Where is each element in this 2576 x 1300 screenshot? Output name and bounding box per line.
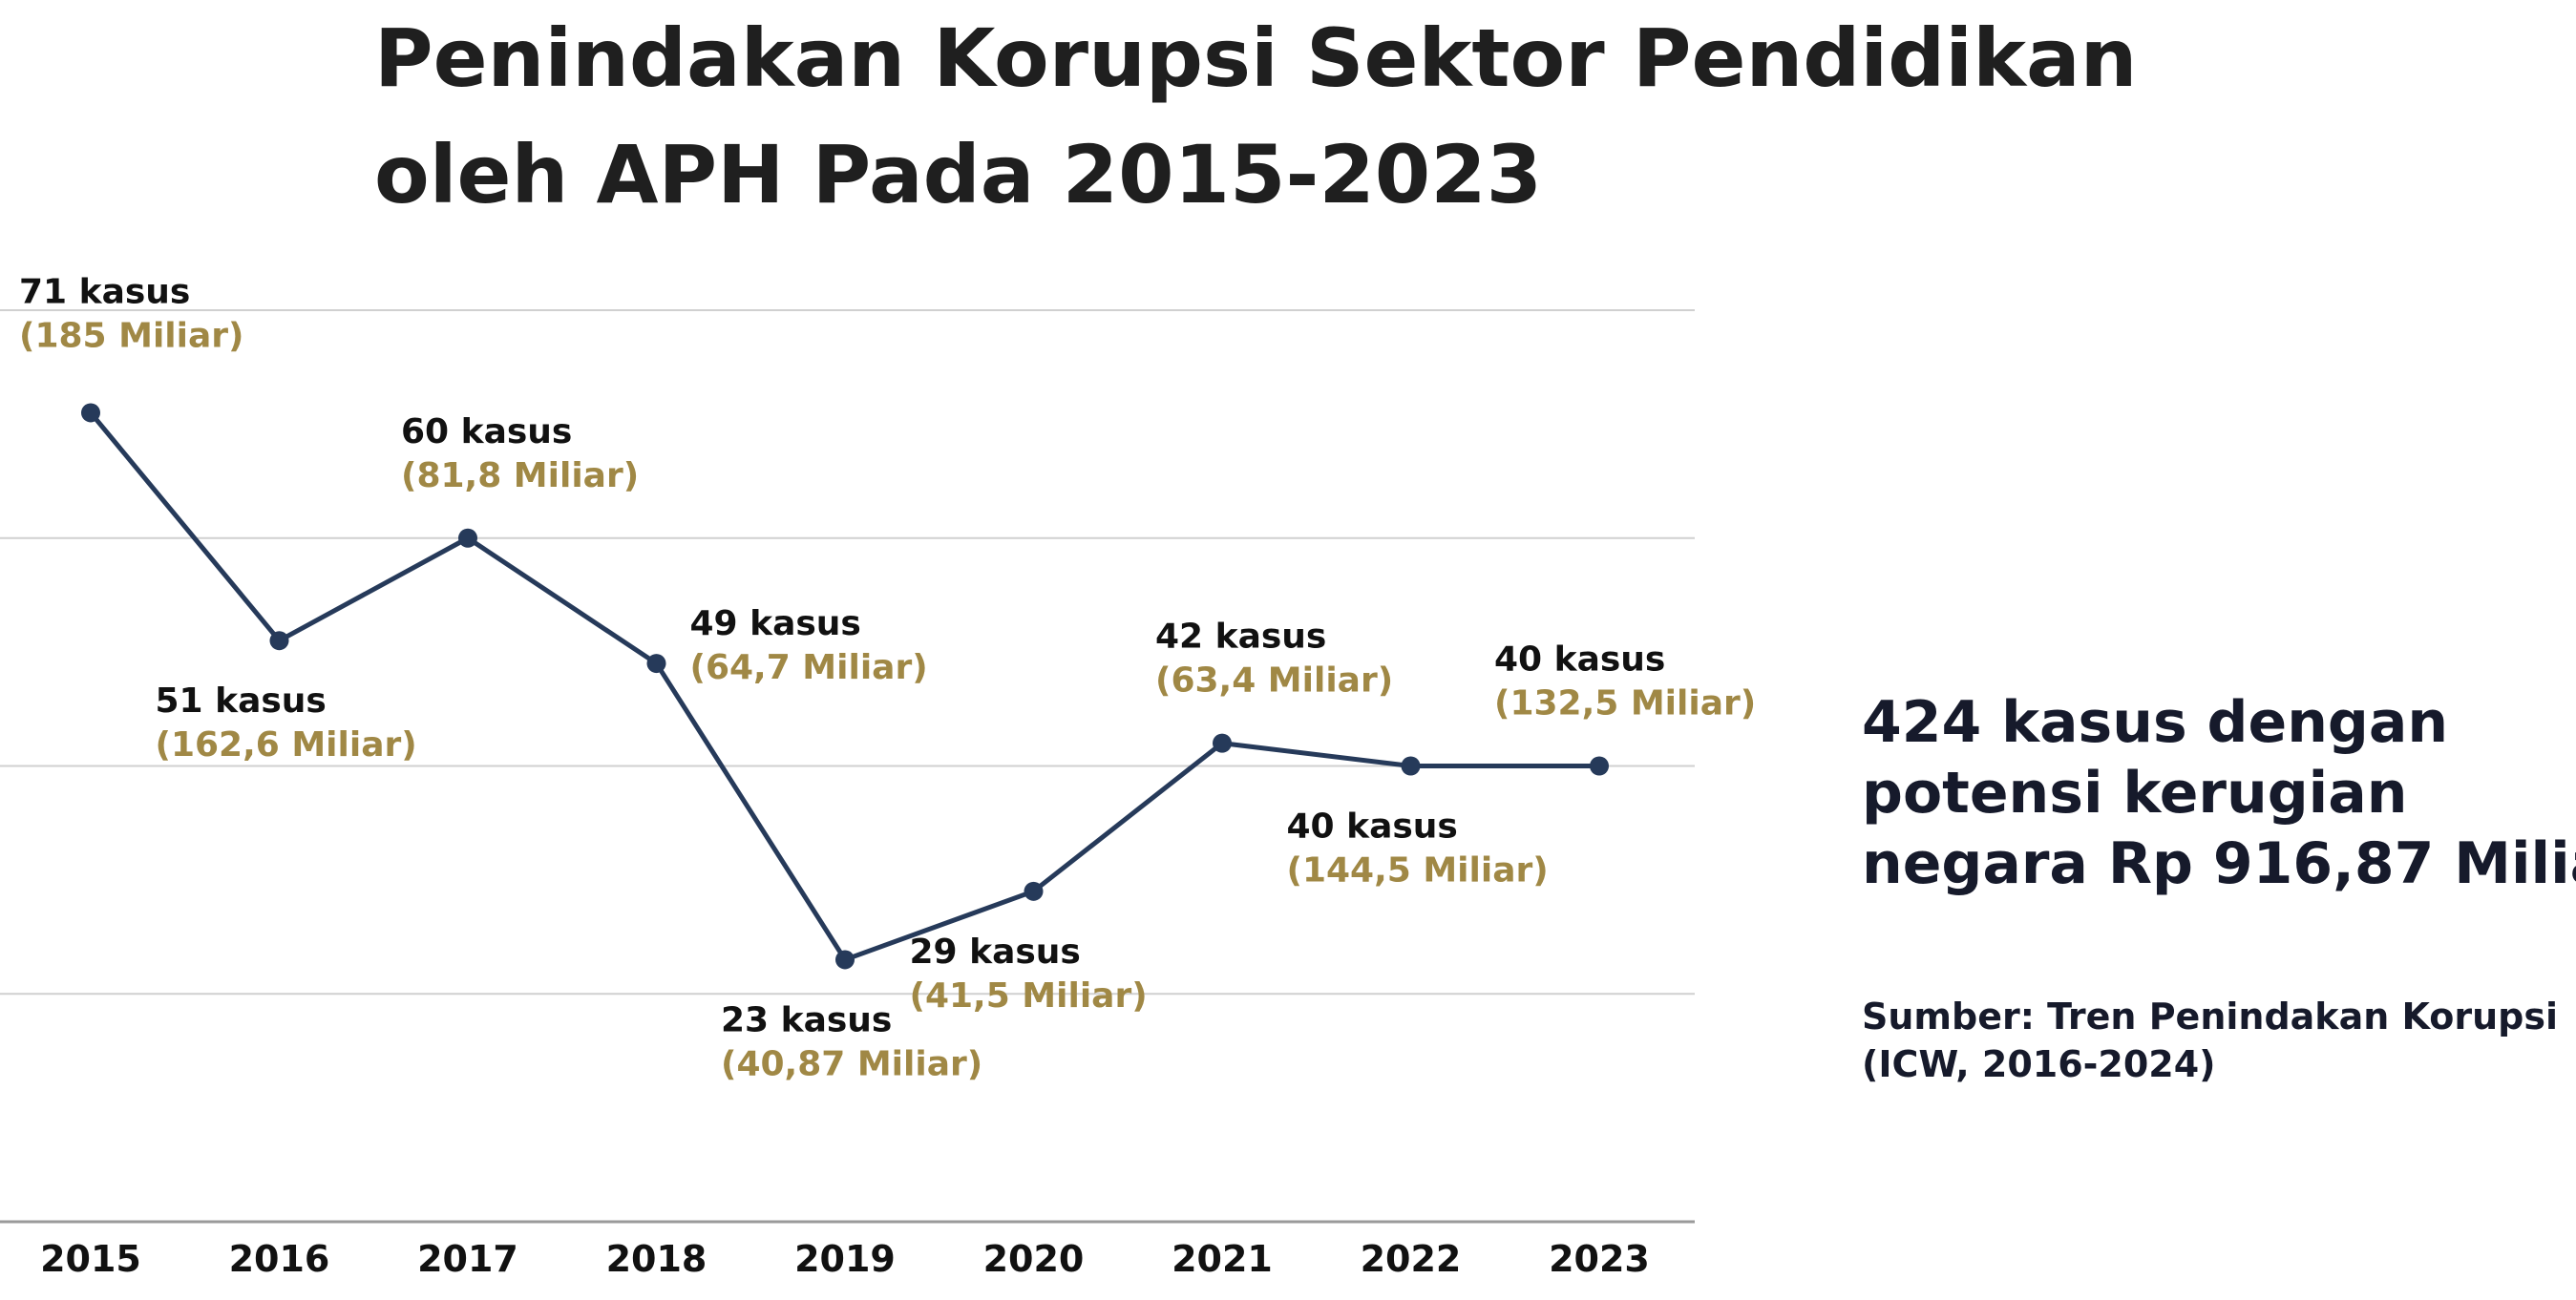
data-point-2019	[835, 950, 855, 970]
x-tick-2017: 2017	[417, 1238, 518, 1280]
summary-block: 424 kasus dengan potensi kerugian negara…	[1862, 687, 2576, 899]
source-line-1: Sumber: Tren Penindakan Korupsi	[1862, 996, 2559, 1038]
x-tick-2021: 2021	[1172, 1238, 1273, 1280]
data-label-miliar-2021: (63,4 Miliar)	[1155, 661, 1393, 701]
data-label-miliar-2016: (162,6 Miliar)	[156, 725, 417, 765]
data-label-kasus-2018: 49 kasus	[690, 604, 861, 643]
data-point-2017	[458, 528, 477, 548]
x-tick-2018: 2018	[606, 1238, 707, 1280]
data-labels: 71 kasus (185 Miliar) 51 kasus(162,6 Milia…	[19, 272, 1756, 1083]
summary-line-2: potensi kerugian	[1862, 760, 2408, 827]
data-label-miliar-2017: (81,8 Miliar)	[401, 456, 639, 495]
chart-title-line-1: Penindakan Korupsi Sektor Pendidikan	[374, 11, 2137, 105]
data-label-kasus-2017: 60 kasus	[401, 412, 572, 451]
data-label-kasus-2022: 40 kasus	[1287, 807, 1458, 847]
data-label-miliar-2020: (41,5 Miliar)	[910, 976, 1148, 1016]
data-label-miliar-2022: (144,5 Miliar)	[1287, 851, 1549, 891]
gridlines	[0, 309, 1695, 1224]
data-label-kasus-2020: 29 kasus	[910, 933, 1081, 972]
data-point-2022	[1401, 756, 1421, 776]
x-tick-2020: 2020	[983, 1238, 1085, 1280]
data-point-2016	[269, 631, 289, 651]
x-tick-2015: 2015	[40, 1238, 141, 1280]
summary-line-1: 424 kasus dengan	[1862, 689, 2449, 756]
chart-title-line-2: oleh APH Pada 2015-2023	[374, 128, 1542, 221]
data-label-kasus-2015: 71 kasus	[19, 272, 190, 311]
data-label-kasus-2021: 42 kasus	[1155, 618, 1326, 657]
data-label-miliar-2023: (132,5 Miliar)	[1494, 684, 1756, 723]
data-point-2018	[646, 654, 666, 674]
data-label-miliar-2019: (40,87 Miliar)	[721, 1044, 982, 1083]
data-label-kasus-2019: 23 kasus	[721, 1000, 892, 1039]
data-point-2021	[1213, 733, 1232, 753]
x-tick-2016: 2016	[229, 1238, 330, 1280]
x-tick-2022: 2022	[1361, 1238, 1462, 1280]
data-label-miliar-2018: (64,7 Miliar)	[690, 648, 928, 687]
source-note: Sumber: Tren Penindakan Korupsi (ICW, 20…	[1862, 993, 2568, 1088]
x-tick-2023: 2023	[1549, 1238, 1650, 1280]
summary-line-3: negara Rp 916,87 Miliar	[1862, 830, 2576, 897]
x-axis-ticks: 2015 2016 2017 2018 2019 2020 2021 2022 2023	[40, 1238, 1650, 1280]
data-points	[81, 403, 1609, 970]
data-point-2020	[1024, 881, 1044, 901]
data-label-kasus-2016: 51 kasus	[156, 681, 327, 721]
x-tick-2019: 2019	[794, 1238, 896, 1280]
source-line-2: (ICW, 2016-2024)	[1862, 1043, 2216, 1085]
data-label-kasus-2023: 40 kasus	[1494, 640, 1665, 680]
data-label-miliar-2015: (185 Miliar)	[19, 316, 243, 355]
data-point-2015	[81, 403, 100, 423]
data-point-2023	[1590, 756, 1609, 776]
